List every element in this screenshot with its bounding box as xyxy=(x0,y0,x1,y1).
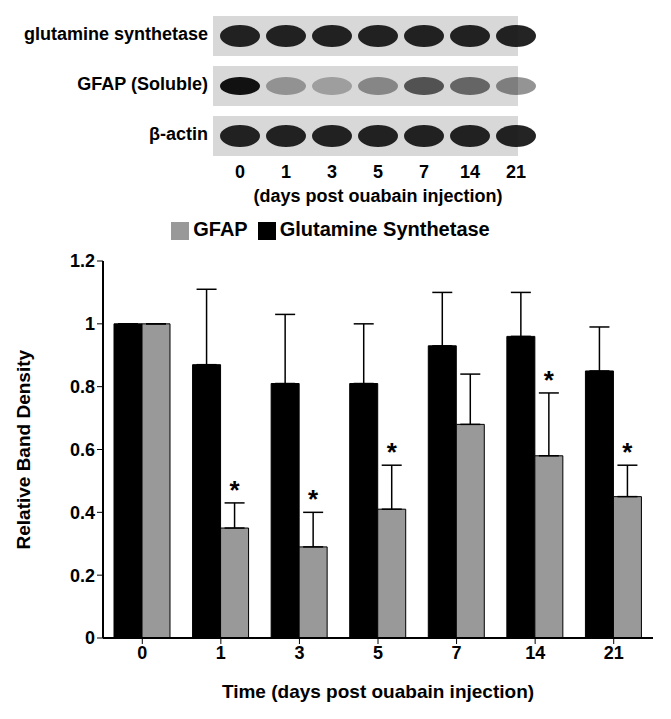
svg-text:0.6: 0.6 xyxy=(70,440,95,460)
html-text:GFAP: GFAP xyxy=(193,218,248,240)
svg-text:5: 5 xyxy=(373,162,383,182)
svg-text:0.8: 0.8 xyxy=(70,377,95,397)
svg-text:3: 3 xyxy=(294,643,304,663)
svg-text:0: 0 xyxy=(235,162,245,182)
html-text:Glutamine Synthetase: Glutamine Synthetase xyxy=(279,218,490,240)
svg-text:Relative Band Density: Relative Band Density xyxy=(13,350,34,550)
svg-text:1: 1 xyxy=(281,162,291,182)
svg-text:0: 0 xyxy=(137,643,147,663)
svg-text:1.2: 1.2 xyxy=(70,251,95,271)
svg-text:21: 21 xyxy=(604,643,624,663)
svg-text:0.4: 0.4 xyxy=(70,503,95,523)
svg-text:1: 1 xyxy=(85,314,95,334)
svg-text:0: 0 xyxy=(85,628,95,648)
svg-text:*: * xyxy=(622,437,633,467)
svg-text:β-actin: β-actin xyxy=(149,124,208,144)
svg-text:3: 3 xyxy=(327,162,337,182)
svg-text:*: * xyxy=(230,475,241,505)
svg-text:Time (days post ouabain inject: Time (days post ouabain injection) xyxy=(222,681,534,702)
svg-text:GFAP (Soluble): GFAP (Soluble) xyxy=(77,74,208,94)
svg-text:7: 7 xyxy=(452,643,462,663)
svg-text:7: 7 xyxy=(419,162,429,182)
svg-text:*: * xyxy=(544,365,555,395)
svg-text:glutamine synthetase: glutamine synthetase xyxy=(24,24,208,44)
svg-text:21: 21 xyxy=(506,162,526,182)
svg-text:1: 1 xyxy=(216,643,226,663)
svg-text:0.2: 0.2 xyxy=(70,566,95,586)
svg-text:(days post ouabain injection): (days post ouabain injection) xyxy=(253,186,502,206)
svg-text:14: 14 xyxy=(460,162,480,182)
svg-text:5: 5 xyxy=(373,643,383,663)
svg-text:*: * xyxy=(387,437,398,467)
svg-text:14: 14 xyxy=(525,643,545,663)
svg-text:*: * xyxy=(308,484,319,514)
